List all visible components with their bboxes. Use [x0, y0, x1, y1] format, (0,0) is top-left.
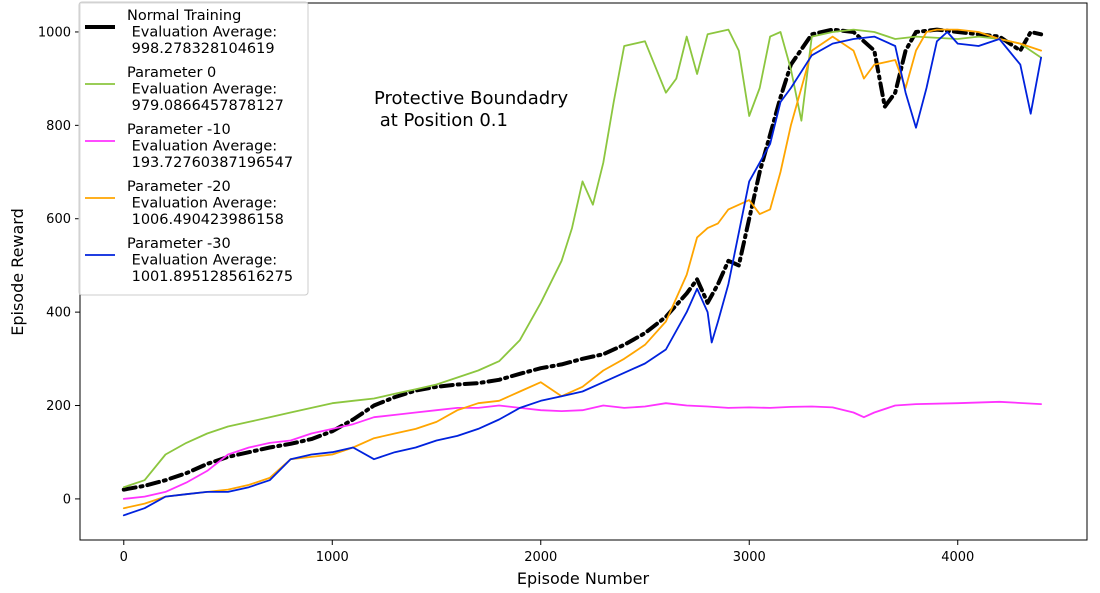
- series-line-1: [122, 28, 1042, 489]
- ticks-layer: 0 1000 2000 3000 4000 0 200 400 600 800 1000: [38, 25, 974, 565]
- legend-line: 979.0866457878127: [127, 98, 284, 114]
- legend-line: Evaluation Average:: [127, 196, 277, 212]
- x-axis-title: Episode Number: [517, 569, 650, 588]
- legend-box: [78, 1, 309, 296]
- legend-line: 1001.8951285616275: [127, 269, 293, 285]
- legend-entry-3: Parameter -20 Evaluation Average: 1006.4…: [127, 179, 284, 228]
- legend-entry-2: Parameter -10 Evaluation Average: 193.72…: [127, 122, 293, 171]
- series-line-4: [122, 31, 1042, 517]
- y-tick-label: 600: [46, 212, 71, 227]
- series-line-0: [121, 27, 1044, 492]
- x-tick-label: 4000: [941, 550, 974, 565]
- legend-line: Evaluation Average:: [127, 25, 277, 41]
- legend-line: Parameter -30: [127, 236, 231, 252]
- annotation-line-1: Protective Boundadry: [374, 88, 569, 109]
- x-tick-label: 1000: [316, 550, 349, 565]
- series-line-2: [122, 400, 1042, 500]
- legend-line: Parameter -10: [127, 122, 231, 138]
- y-tick-label: 400: [46, 306, 71, 321]
- x-tick-label: 2000: [524, 550, 557, 565]
- y-tick-label: 0: [63, 492, 71, 507]
- x-tick-label: 0: [120, 550, 128, 565]
- legend-entry-4: Parameter -30 Evaluation Average: 1001.8…: [127, 236, 293, 285]
- y-tick-label: 1000: [38, 25, 71, 40]
- legend-line: Parameter 0: [127, 65, 216, 81]
- legend-line: Evaluation Average:: [127, 253, 277, 269]
- legend-line: 1006.490423986158: [127, 212, 284, 228]
- y-tick-label: 200: [46, 399, 71, 414]
- legend: Normal Training Evaluation Average: 998.…: [78, 1, 309, 296]
- legend-line: Evaluation Average:: [127, 139, 277, 155]
- legend-line: Evaluation Average:: [127, 82, 277, 98]
- series-layer: [121, 27, 1044, 517]
- x-tick-label: 3000: [733, 550, 766, 565]
- legend-line: Normal Training: [127, 8, 241, 24]
- y-tick-label: 800: [46, 119, 71, 134]
- series-line-3: [122, 28, 1042, 510]
- annotation-line-2: at Position 0.1: [374, 110, 508, 131]
- legend-entry-1: Parameter 0 Evaluation Average: 979.0866…: [127, 65, 284, 114]
- legend-entry-0: Normal Training Evaluation Average: 998.…: [127, 8, 277, 57]
- legend-line: Parameter -20: [127, 179, 231, 195]
- legend-line: 998.278328104619: [127, 41, 275, 57]
- y-axis-title: Episode Reward: [8, 208, 27, 336]
- annotation-text: Protective Boundadry at Position 0.1: [374, 88, 574, 131]
- legend-line: 193.72760387196547: [127, 155, 293, 171]
